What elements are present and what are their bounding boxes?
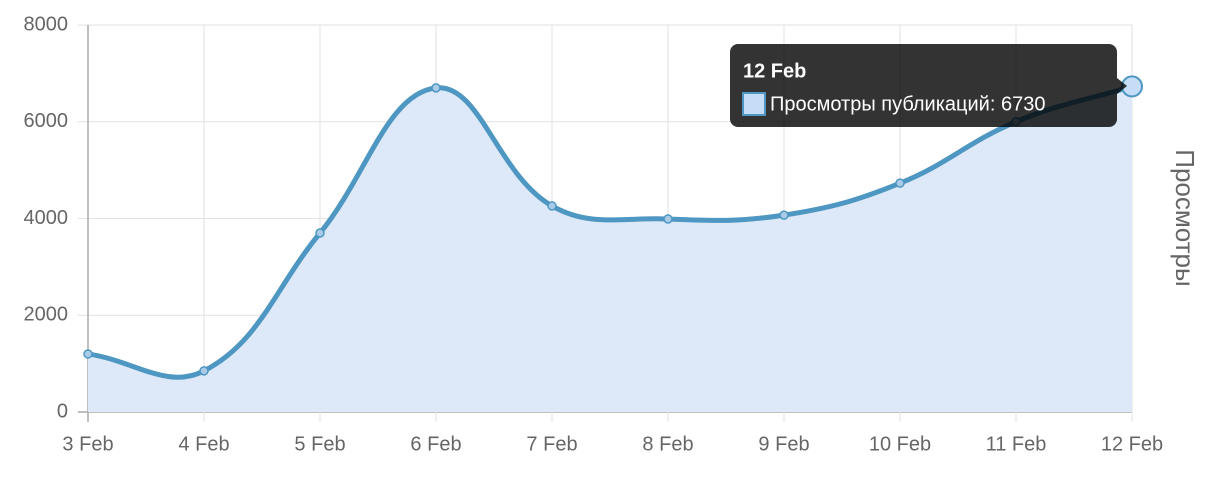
x-tick-label: 7 Feb [526,433,577,455]
tooltip-caret [1117,78,1127,94]
point [895,178,905,188]
y-axis-label: Просмотры [1170,149,1200,286]
y-tick-label: 6000 [24,110,69,132]
tooltip-swatch [742,92,766,116]
y-tick-label: 4000 [24,207,69,229]
x-tick-label: 6 Feb [410,433,461,455]
point [547,201,557,211]
area [88,86,1132,412]
point [199,366,209,376]
line [87,84,1133,380]
x-tick-label: 4 Feb [178,433,229,455]
point [83,349,93,359]
tooltip-box [730,44,1117,127]
x-tick-label: 9 Feb [758,433,809,455]
tooltip-title: 12 Feb [743,60,806,82]
point [431,83,441,93]
x-tick-label: 5 Feb [294,433,345,455]
point [779,210,789,220]
x-tick-label: 3 Feb [62,433,113,455]
point [315,228,325,238]
y-tick-label: 8000 [24,13,69,35]
x-tick-label: 12 Feb [1101,433,1163,455]
tooltip-label: Просмотры публикаций: 6730 [770,93,1045,115]
y-tick-label: 2000 [24,304,69,326]
x-tick-label: 10 Feb [869,433,931,455]
x-tick-label: 8 Feb [642,433,693,455]
y-tick-label: 0 [57,400,68,422]
x-tick-label: 11 Feb [986,433,1047,455]
tooltip: 12 Feb Просмотры публикаций: 6730 [730,44,1127,127]
point [663,214,673,224]
